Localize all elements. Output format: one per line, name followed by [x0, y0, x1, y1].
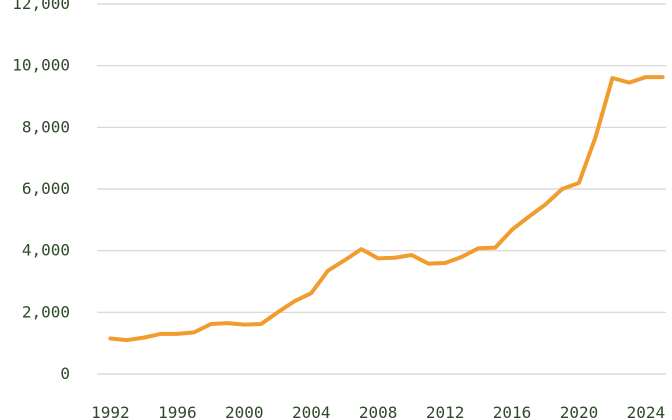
y-tick-label: 6,000	[22, 179, 70, 198]
y-tick-label: 4,000	[22, 241, 70, 260]
y-tick-label: 12,000	[12, 0, 70, 13]
x-tick-label: 2024	[627, 403, 666, 420]
x-tick-label: 1996	[158, 403, 197, 420]
grid-lines	[97, 3, 666, 375]
y-tick-label: 10,000	[12, 56, 70, 75]
x-tick-label: 2000	[225, 403, 264, 420]
series-line-0	[108, 75, 665, 343]
y-axis-tick-labels: 0 2,000 4,000 6,000 8,000 10,000 12,000	[12, 0, 70, 383]
series-lines	[108, 75, 665, 343]
y-tick-label: 0	[60, 364, 70, 383]
x-axis-tick-labels: 1992 1996 2000 2004 2008 2012 2016 2020 2024	[91, 403, 665, 420]
x-tick-label: 2012	[426, 403, 465, 420]
x-tick-label: 2008	[359, 403, 398, 420]
x-tick-label: 2020	[560, 403, 599, 420]
y-tick-label: 2,000	[22, 302, 70, 321]
y-tick-label: 8,000	[22, 117, 70, 136]
x-tick-label: 1992	[91, 403, 130, 420]
x-tick-label: 2004	[292, 403, 331, 420]
x-tick-label: 2016	[493, 403, 532, 420]
